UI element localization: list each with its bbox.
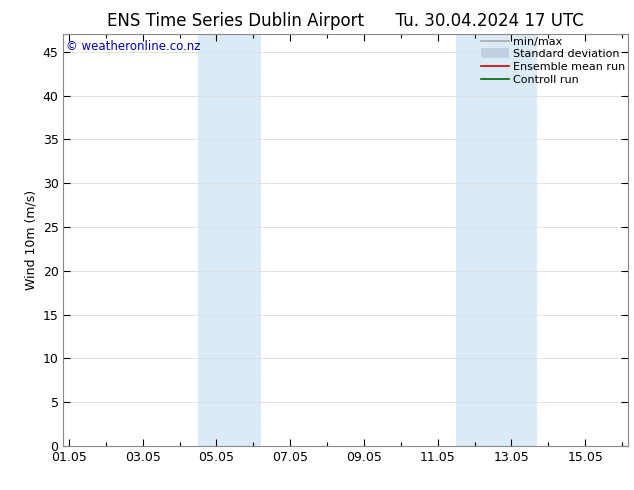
Y-axis label: Wind 10m (m/s): Wind 10m (m/s) bbox=[24, 190, 37, 290]
Legend: min/max, Standard deviation, Ensemble mean run, Controll run: min/max, Standard deviation, Ensemble me… bbox=[481, 37, 625, 85]
Text: © weatheronline.co.nz: © weatheronline.co.nz bbox=[66, 41, 201, 53]
Title: ENS Time Series Dublin Airport      Tu. 30.04.2024 17 UTC: ENS Time Series Dublin Airport Tu. 30.04… bbox=[107, 12, 584, 30]
Bar bbox=[198, 34, 261, 446]
Bar bbox=[456, 34, 537, 446]
